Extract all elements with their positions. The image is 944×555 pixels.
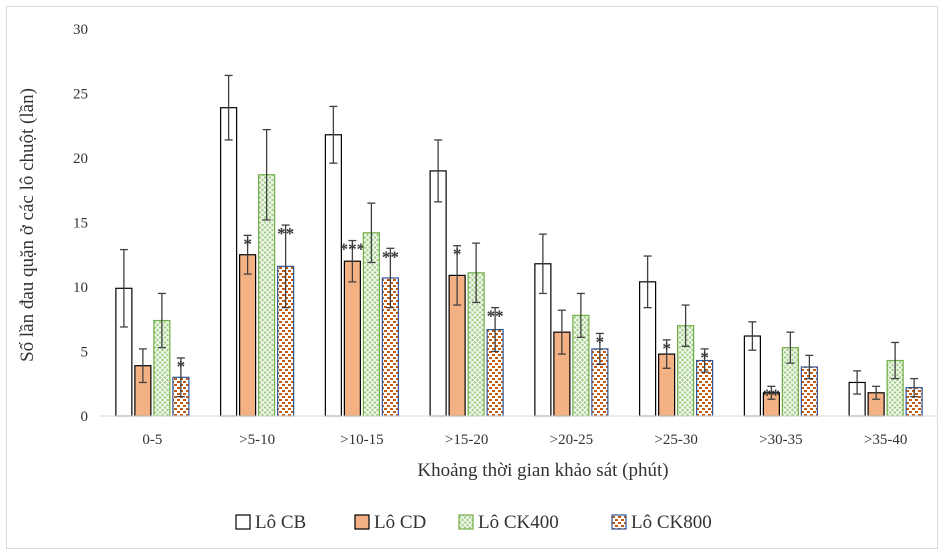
error-bar: [786, 331, 795, 364]
significance-mark: *: [177, 357, 186, 376]
y-tick-label: 30: [73, 22, 88, 38]
legend-swatch: [235, 514, 251, 530]
x-tick-label: >10-15: [340, 432, 383, 448]
significance-mark: **: [382, 247, 399, 266]
bar-lô-cb-2: [324, 134, 342, 417]
legend-item-lô-ck800: Lô CK800: [611, 512, 712, 533]
error-bar: [243, 234, 252, 275]
significance-mark: ***: [340, 240, 366, 259]
significance-mark: *: [662, 339, 671, 358]
bar-lô-cb-1: [220, 107, 238, 417]
y-tick-label: 15: [73, 216, 88, 232]
error-bar: [643, 255, 652, 309]
error-bar: [538, 233, 547, 295]
error-bar: [681, 304, 690, 347]
legend-item-lô-ck400: Lô CK400: [458, 512, 559, 533]
error-bar: [767, 385, 776, 400]
error-bar: [262, 128, 271, 221]
legend-label: Lô CK400: [478, 512, 559, 533]
error-bar: [891, 341, 900, 380]
bar-lô-cd-2: [343, 260, 361, 417]
error-bar: [576, 292, 585, 338]
y-axis-title: Số lần đau quặn ở các lô chuột (lần): [17, 88, 38, 362]
x-tick-label: >35-40: [864, 432, 907, 448]
error-bar: [119, 248, 128, 328]
error-bar: [157, 292, 166, 349]
error-bar: [386, 247, 395, 309]
error-bar: [472, 242, 481, 304]
legend-item-lô-cd: Lô CD: [354, 512, 426, 533]
y-tick-label: 0: [81, 409, 89, 425]
error-bar: [853, 370, 862, 395]
legend-item-lô-cb: Lô CB: [235, 512, 306, 533]
error-bar: [434, 139, 443, 203]
error-bar: [910, 377, 919, 398]
significance-mark: **: [487, 307, 504, 326]
x-tick-label: >30-35: [759, 432, 802, 448]
significance-mark: **: [277, 224, 294, 243]
error-bar: [281, 224, 290, 309]
legend-label: Lô CD: [374, 512, 426, 533]
error-bar: [748, 321, 757, 351]
error-bar: [595, 332, 604, 366]
significance-mark: *: [596, 332, 605, 351]
bar-lô-cd-1: [239, 254, 257, 417]
x-axis-title: Khoảng thời gian khảo sát (phút): [417, 460, 668, 481]
error-bar: [348, 239, 357, 283]
y-tick-label: 10: [73, 280, 88, 296]
x-tick-label: >25-30: [654, 432, 697, 448]
significance-mark: **: [763, 385, 780, 404]
significance-mark: *: [243, 234, 252, 253]
x-tick-label: >20-25: [550, 432, 593, 448]
error-bar: [700, 348, 709, 373]
error-bar: [491, 306, 500, 353]
legend-label: Lô CB: [255, 512, 306, 533]
legend-swatch: [458, 514, 474, 530]
error-bar: [138, 348, 147, 384]
y-tick-label: 20: [73, 151, 88, 167]
error-bar: [872, 385, 881, 400]
y-tick-label: 5: [81, 345, 89, 361]
x-tick-label: >5-10: [239, 432, 275, 448]
legend-label: Lô CK800: [631, 512, 712, 533]
y-tick-label: 25: [73, 87, 88, 103]
x-tick-label: 0-5: [142, 432, 162, 448]
error-bar: [662, 339, 671, 369]
legend-swatch: [354, 514, 370, 530]
bar-lô-cb-3: [429, 170, 447, 417]
error-bar: [224, 74, 233, 141]
x-tick-label: >15-20: [445, 432, 488, 448]
error-bar: [329, 105, 338, 164]
error-bar: [176, 357, 185, 398]
error-bar: [557, 309, 566, 355]
error-bar: [367, 202, 376, 264]
legend-swatch: [611, 514, 627, 530]
significance-mark: *: [700, 348, 709, 367]
error-bar: [453, 245, 462, 306]
error-bar: [805, 354, 814, 380]
significance-mark: *: [453, 245, 462, 264]
